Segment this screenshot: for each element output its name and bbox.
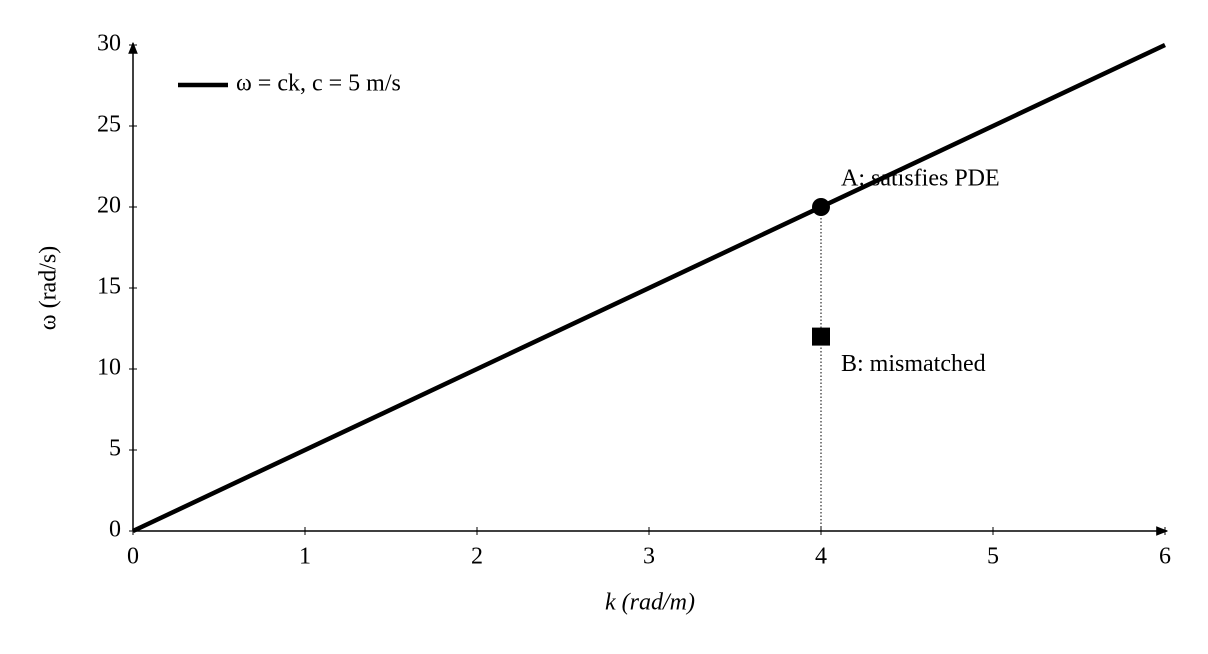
x-tick-label: 5 xyxy=(987,544,999,570)
y-tick-label: 25 xyxy=(97,112,121,138)
y-tick-label: 10 xyxy=(97,355,121,381)
point xyxy=(812,198,830,216)
x-tick-label: 4 xyxy=(815,544,827,570)
y-tick-label: 5 xyxy=(109,436,121,462)
point-label: B: mismatched xyxy=(841,351,986,377)
y-tick-label: 0 xyxy=(109,517,121,543)
y-tick-label: 15 xyxy=(97,274,121,300)
x-tick-label: 6 xyxy=(1159,544,1171,570)
point xyxy=(812,327,830,346)
y-axis-label: ω (rad/s) xyxy=(36,246,62,330)
x-tick-label: 1 xyxy=(299,544,311,570)
x-tick-label: 2 xyxy=(471,544,483,570)
y-tick-label: 20 xyxy=(97,193,121,219)
x-axis-label: k (rad/m) xyxy=(605,590,695,616)
line-series xyxy=(132,42,1166,534)
x-tick-label: 3 xyxy=(643,544,655,570)
point-label: A: satisfies PDE xyxy=(841,166,1000,192)
y-tick-label: 30 xyxy=(97,31,121,57)
x-tick-label: 0 xyxy=(127,544,139,570)
legend-label: ω = ck, c = 5 m/s xyxy=(236,71,401,97)
